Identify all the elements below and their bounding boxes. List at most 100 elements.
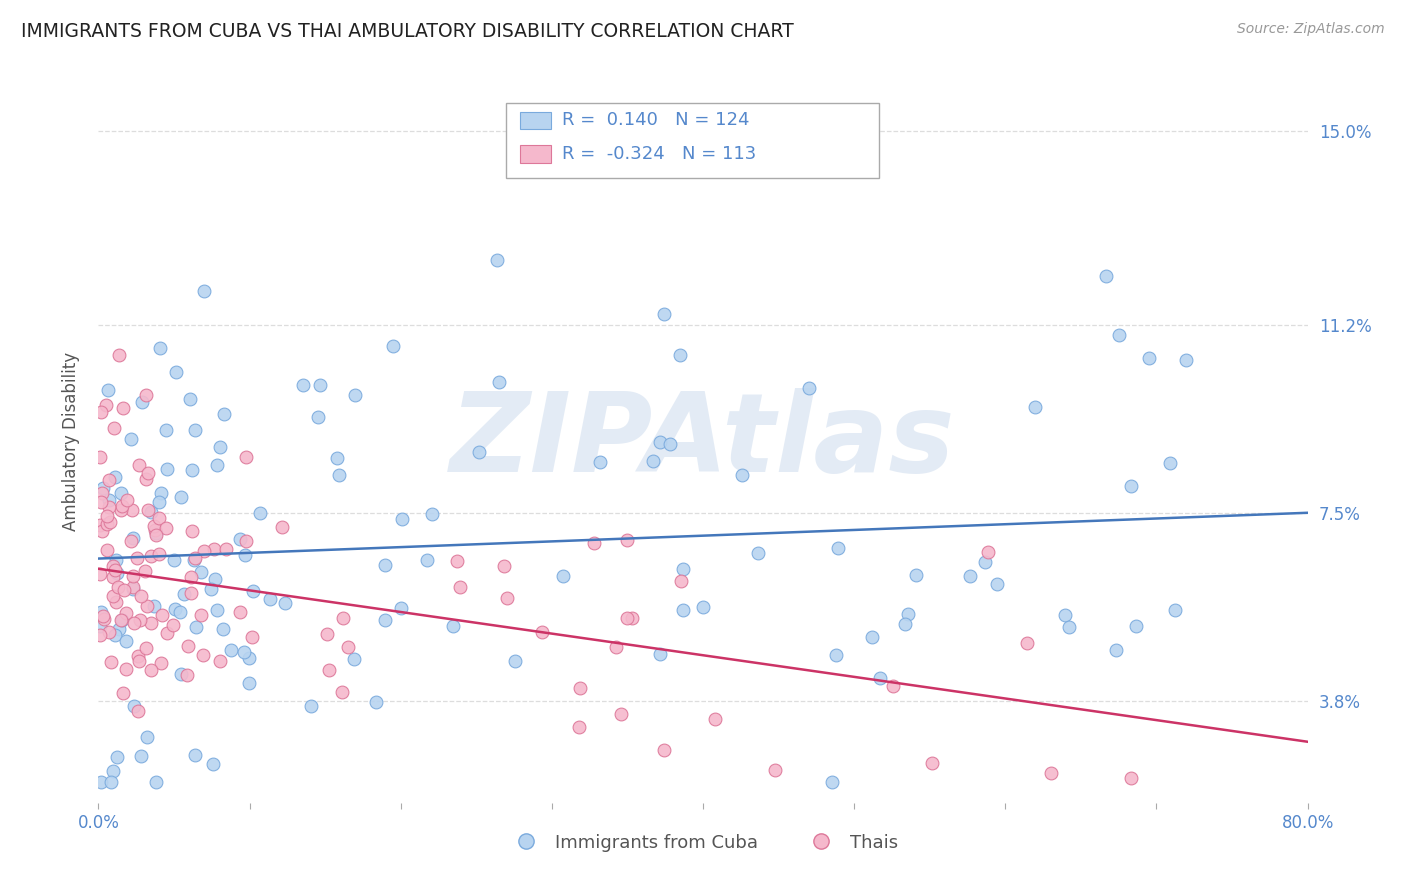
Point — [219, 643, 242, 657]
Point — [692, 599, 714, 614]
Point — [274, 596, 297, 610]
Point — [827, 541, 849, 555]
Point — [208, 654, 231, 668]
Point — [897, 607, 920, 622]
Point — [139, 615, 162, 630]
Point — [1105, 643, 1128, 657]
Point — [89, 619, 111, 633]
Point — [122, 615, 145, 630]
Point — [128, 458, 150, 473]
Point — [616, 611, 638, 625]
Point — [139, 505, 162, 519]
Point — [186, 620, 208, 634]
Point — [165, 366, 187, 380]
Point — [605, 640, 627, 655]
Point — [169, 666, 191, 681]
Point — [190, 607, 212, 622]
Point — [551, 569, 574, 583]
Point — [104, 595, 127, 609]
Point — [672, 603, 695, 617]
Point — [96, 508, 118, 523]
Point — [1175, 352, 1198, 367]
Point — [986, 577, 1008, 591]
Point — [111, 686, 134, 700]
Point — [307, 410, 329, 425]
Point — [104, 562, 127, 576]
Point — [162, 618, 184, 632]
Point — [330, 685, 353, 699]
Point — [233, 548, 256, 562]
Point — [135, 388, 157, 402]
Point — [343, 652, 366, 666]
Point — [799, 381, 821, 395]
Point — [114, 633, 136, 648]
Point — [136, 502, 159, 516]
Point — [652, 307, 675, 321]
Point — [156, 462, 179, 476]
Point — [143, 599, 166, 614]
Point — [149, 341, 172, 355]
Point — [212, 622, 235, 636]
Point — [90, 524, 112, 538]
Point — [229, 605, 252, 619]
Point — [184, 551, 207, 566]
Point — [416, 553, 439, 567]
Point — [184, 747, 207, 762]
Point — [135, 730, 157, 744]
Point — [101, 570, 124, 584]
Point — [163, 553, 186, 567]
Point — [326, 451, 349, 466]
Point — [145, 525, 167, 540]
Point — [105, 566, 128, 580]
Point — [96, 516, 118, 531]
Point — [336, 640, 359, 654]
Point — [129, 589, 152, 603]
Point — [148, 510, 170, 524]
Point — [90, 405, 112, 419]
Point — [128, 649, 150, 664]
Point — [173, 587, 195, 601]
Point — [860, 630, 883, 644]
Point — [135, 641, 157, 656]
Point — [89, 627, 111, 641]
Point — [235, 450, 257, 464]
Point — [128, 654, 150, 668]
Point — [97, 493, 120, 508]
Point — [131, 394, 153, 409]
Point — [658, 437, 681, 451]
Point — [110, 486, 132, 500]
Point — [344, 388, 367, 402]
Point — [143, 523, 166, 537]
Point — [108, 348, 131, 362]
Point — [115, 607, 138, 621]
Point — [904, 568, 927, 582]
Point — [1108, 327, 1130, 342]
Point — [299, 699, 322, 714]
Point — [120, 533, 142, 548]
Point — [122, 569, 145, 583]
Point — [1125, 619, 1147, 633]
Point — [202, 542, 225, 557]
Point — [610, 707, 633, 722]
Point — [1053, 608, 1076, 623]
Point — [229, 533, 252, 547]
Point — [242, 584, 264, 599]
Point — [180, 463, 202, 477]
Point — [91, 481, 114, 495]
Point — [176, 668, 198, 682]
Point — [496, 591, 519, 606]
Text: R =  0.140   N = 124: R = 0.140 N = 124 — [562, 112, 749, 129]
Point — [100, 775, 122, 789]
Point — [205, 603, 228, 617]
Point — [136, 466, 159, 480]
Point — [212, 408, 235, 422]
Point — [122, 581, 145, 595]
Point — [181, 524, 204, 538]
Point — [420, 507, 443, 521]
Point — [128, 613, 150, 627]
Point — [763, 763, 786, 777]
Point — [135, 472, 157, 486]
Point — [93, 611, 115, 625]
Point — [114, 583, 136, 598]
Point — [176, 639, 198, 653]
